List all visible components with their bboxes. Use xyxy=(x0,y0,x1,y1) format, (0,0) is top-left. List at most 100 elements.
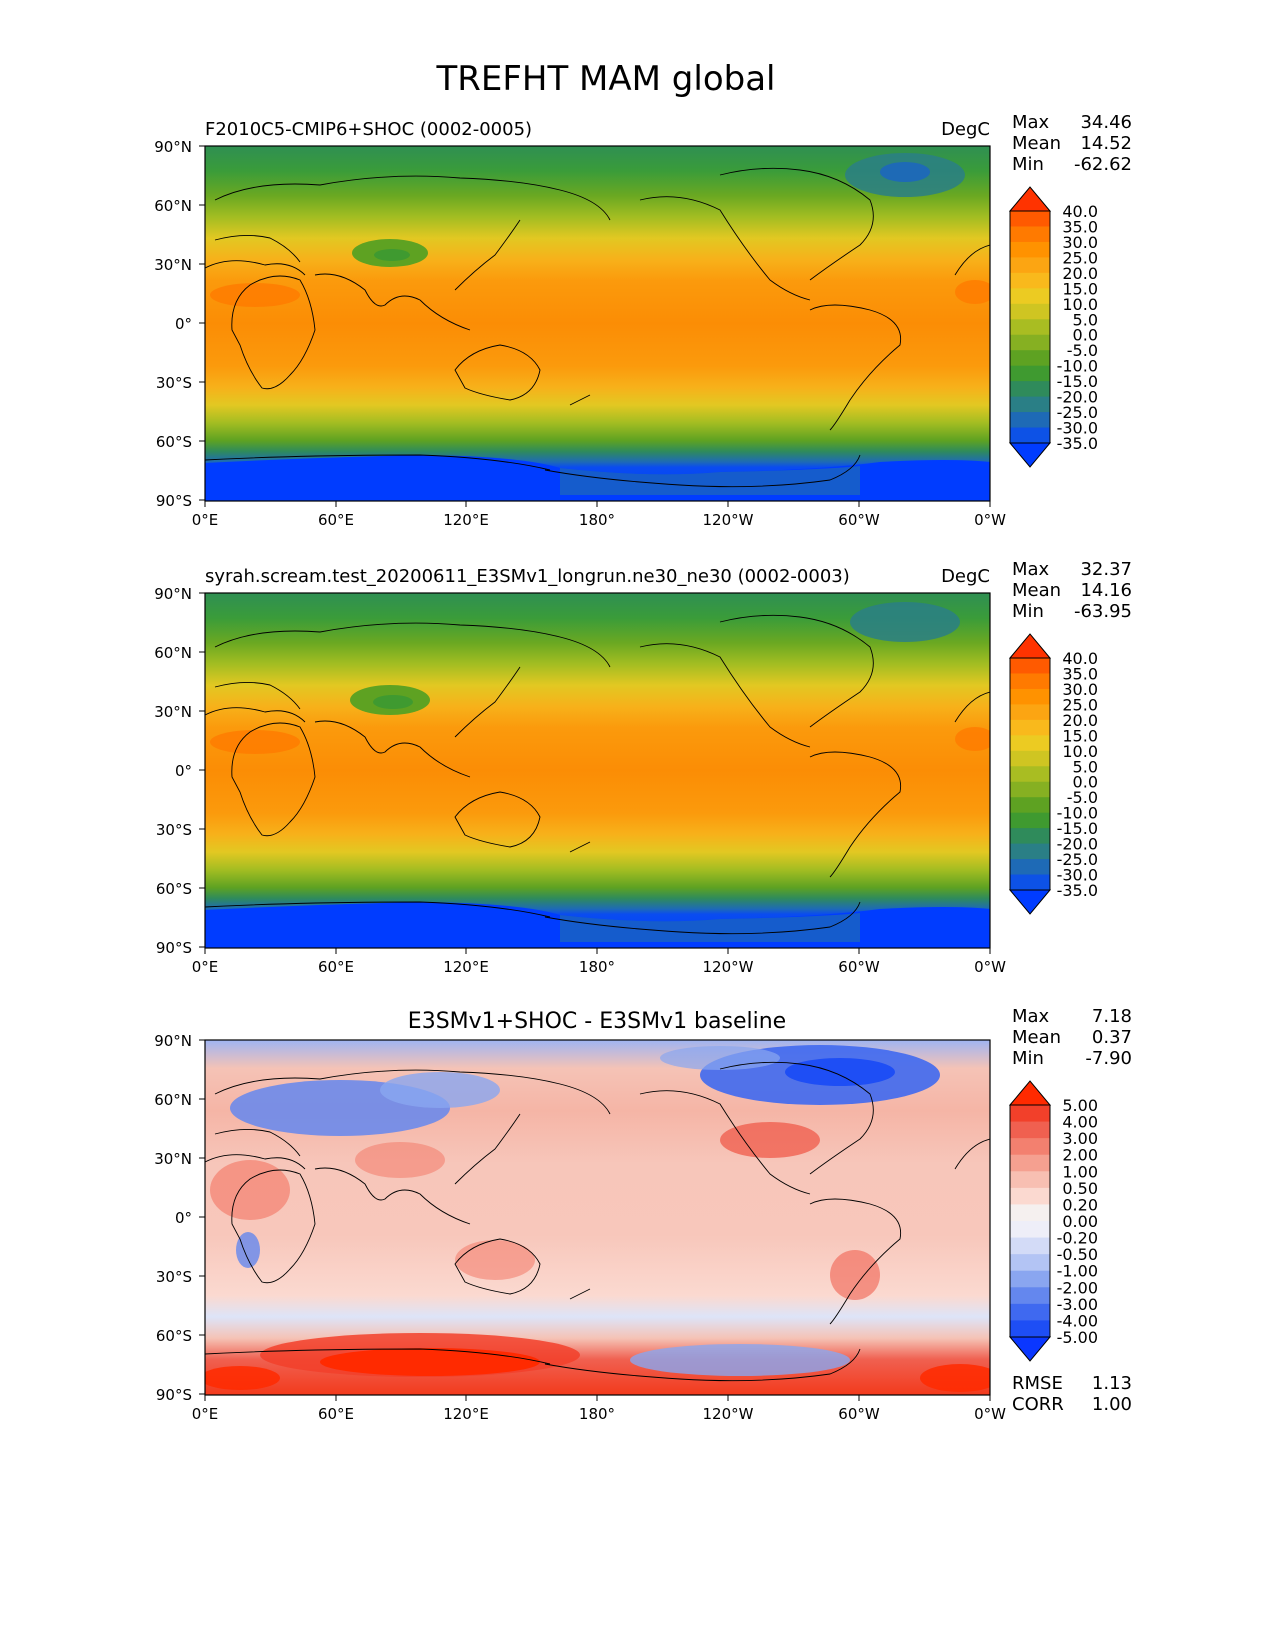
lon-tick-label: 60°E xyxy=(318,511,354,529)
panel-3-india-warm xyxy=(355,1142,445,1178)
panel-3-africa-warm xyxy=(210,1160,290,1220)
panel-1-greenland-core xyxy=(880,162,930,182)
colorbar-level-label: -4.00 xyxy=(1057,1311,1098,1330)
panel-2-lon-ticks: 0°E 60°E 120°E 180° 120°W 60°W 0°W xyxy=(192,948,1006,976)
colorbar-level-label: 3.00 xyxy=(1062,1129,1098,1148)
lat-tick-label: 30°N xyxy=(154,1150,192,1168)
panel-2-coastlines xyxy=(205,614,990,935)
panel-3: E3SMv1+SHOC - E3SMv1 baseline xyxy=(154,1006,1132,1423)
colorbar-segment xyxy=(1010,319,1050,336)
colorbar-segment xyxy=(1010,350,1050,367)
colorbar-segment xyxy=(1010,688,1050,705)
colorbar-level-label: -2.00 xyxy=(1057,1278,1098,1297)
colorbar-level-label: -30.0 xyxy=(1057,419,1098,438)
panel-3-siberia-cold xyxy=(380,1072,500,1108)
colorbar-level-label: 0.0 xyxy=(1073,326,1098,345)
lon-tick-label: 0°W xyxy=(974,511,1006,529)
panel-3-madagascar-cold xyxy=(236,1232,260,1268)
colorbar-segment xyxy=(1010,1105,1050,1123)
panel-1-coastlines xyxy=(205,167,990,488)
panel-3-ross-cold xyxy=(630,1344,850,1376)
colorbar-level-label: -10.0 xyxy=(1057,804,1098,823)
colorbar-level-label: 30.0 xyxy=(1062,233,1098,252)
lat-tick-label: 60°S xyxy=(156,880,192,898)
lon-tick-label: 60°E xyxy=(318,1405,354,1423)
colorbar-segment xyxy=(1010,1138,1050,1156)
colorbar-frame xyxy=(1009,210,1051,444)
colorbar-segment xyxy=(1010,241,1050,258)
colorbar-segment xyxy=(1010,658,1050,674)
panel-1-colorbar: 40.035.030.025.020.015.010.05.00.0-5.0-1… xyxy=(1008,186,1098,468)
panel-1-tibet-core xyxy=(374,249,410,261)
colorbar-level-label: 25.0 xyxy=(1062,695,1098,714)
panel-3-coastlines xyxy=(205,1061,990,1382)
colorbar-level-label: -0.50 xyxy=(1057,1245,1098,1264)
stat-label-max: Max xyxy=(1012,1006,1050,1027)
colorbar-level-label: 5.0 xyxy=(1073,757,1098,776)
lon-tick-label: 60°W xyxy=(838,958,880,976)
stat-value-max: 34.46 xyxy=(1080,112,1132,133)
colorbar-segment xyxy=(1010,766,1050,783)
lon-tick-label: 120°W xyxy=(703,511,754,529)
colorbar-segment xyxy=(1010,257,1050,274)
colorbar-segment xyxy=(1010,272,1050,289)
stat-label-max: Max xyxy=(1012,559,1050,580)
lat-tick-label: 0° xyxy=(175,1209,192,1227)
stat-label-min: Min xyxy=(1012,154,1044,175)
colorbar-level-label: -5.0 xyxy=(1067,788,1098,807)
colorbar-segment xyxy=(1010,1303,1050,1321)
lat-tick-label: 60°N xyxy=(154,197,192,215)
colorbar-segment xyxy=(1010,673,1050,690)
colorbar-segment xyxy=(1010,412,1050,429)
panel-3-australia-warm xyxy=(455,1240,535,1280)
colorbar-extend-min xyxy=(1008,442,1052,468)
lon-tick-label: 120°W xyxy=(703,1405,754,1423)
lon-tick-label: 60°W xyxy=(838,511,880,529)
colorbar-level-label: -15.0 xyxy=(1057,819,1098,838)
panel-3-brazil-warm xyxy=(830,1250,880,1300)
colorbar-level-label: 40.0 xyxy=(1062,649,1098,668)
colorbar-segment xyxy=(1010,303,1050,320)
lon-tick-label: 120°E xyxy=(443,958,489,976)
panel-3-alaska-cold xyxy=(660,1046,780,1070)
colorbar-segment xyxy=(1010,381,1050,398)
colorbar-level-label: 10.0 xyxy=(1062,742,1098,761)
colorbar-level-label: 5.00 xyxy=(1062,1096,1098,1115)
colorbar-frame xyxy=(1009,657,1051,891)
colorbar-segment xyxy=(1010,704,1050,721)
colorbar-segment xyxy=(1010,828,1050,845)
lon-tick-label: 60°W xyxy=(838,1405,880,1423)
stat-label-mean: Mean xyxy=(1012,580,1061,601)
panel-1-title: F2010C5-CMIP6+SHOC (0002-0005) xyxy=(205,119,532,140)
panel-2-lat-ticks: 90°N 60°N 30°N 0° 30°S 60°S 90°S xyxy=(154,585,205,957)
lat-tick-label: 30°S xyxy=(156,821,192,839)
colorbar-extend-max xyxy=(1008,1080,1052,1106)
panel-3-stats: Max Mean Min 7.18 0.37 -7.90 xyxy=(1012,1006,1132,1069)
colorbar-segment xyxy=(1010,1187,1050,1205)
colorbar-extend-min xyxy=(1008,1336,1052,1362)
colorbar-level-label: -25.0 xyxy=(1057,403,1098,422)
colorbar-segment xyxy=(1010,1237,1050,1255)
panel-3-antarctic-core xyxy=(320,1348,540,1376)
lon-tick-label: 0°E xyxy=(192,958,219,976)
lat-tick-label: 90°N xyxy=(154,585,192,603)
lat-tick-label: 60°N xyxy=(154,644,192,662)
stat-value-min: -63.95 xyxy=(1074,601,1132,622)
colorbar-level-label: -1.00 xyxy=(1057,1262,1098,1281)
lat-tick-label: 30°N xyxy=(154,256,192,274)
lat-tick-label: 90°N xyxy=(154,138,192,156)
panel-1-stats: Max Mean Min 34.46 14.52 -62.62 xyxy=(1012,112,1132,175)
panel-3-extra-stats: RMSE CORR 1.13 1.00 xyxy=(1012,1373,1132,1415)
lon-tick-label: 120°E xyxy=(443,511,489,529)
panel-1-ross-shelf xyxy=(560,466,860,495)
colorbar-level-label: -20.0 xyxy=(1057,388,1098,407)
panel-3-title: E3SMv1+SHOC - E3SMv1 baseline xyxy=(408,1009,786,1034)
lon-tick-label: 180° xyxy=(579,511,615,529)
colorbar-segment xyxy=(1010,735,1050,752)
colorbar-level-label: 0.20 xyxy=(1062,1195,1098,1214)
colorbar-level-label: 15.0 xyxy=(1062,279,1098,298)
panel-3-colorbar: 5.004.003.002.001.000.500.200.00-0.20-0.… xyxy=(1008,1080,1098,1362)
stat-label-min: Min xyxy=(1012,601,1044,622)
lon-tick-label: 0°W xyxy=(974,1405,1006,1423)
lon-tick-label: 120°W xyxy=(703,958,754,976)
